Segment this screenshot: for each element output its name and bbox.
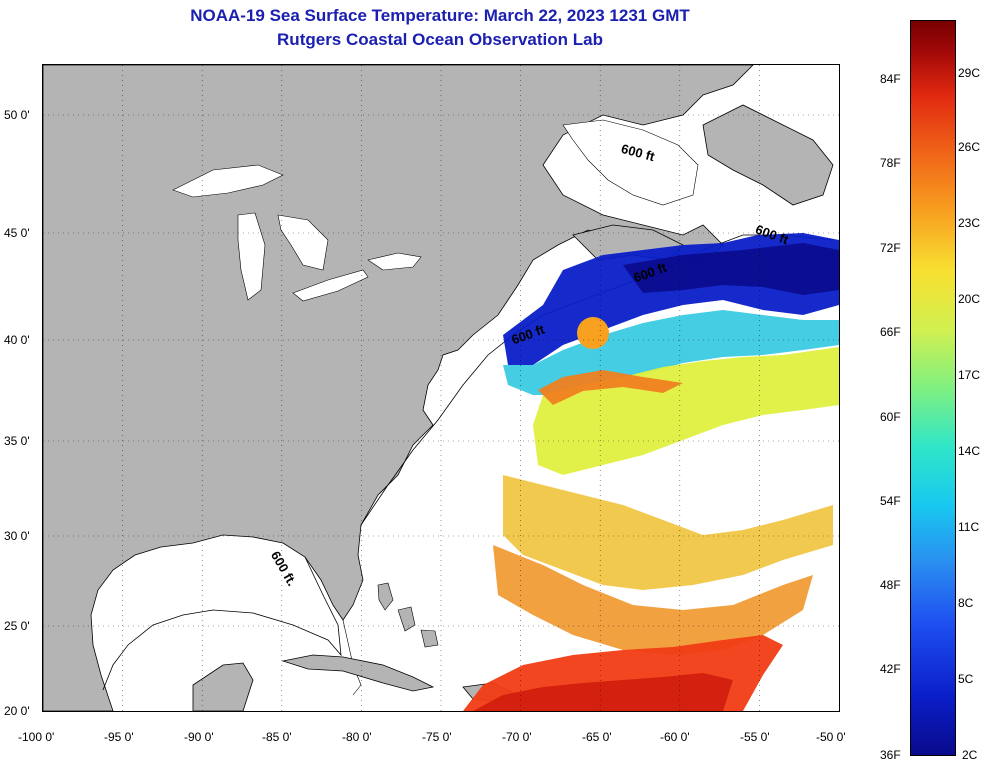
colorbar-f-42: 42F: [880, 662, 901, 676]
map-subtitle: Rutgers Coastal Ocean Observation Lab: [277, 30, 603, 49]
colorbar-f-72: 72F: [880, 241, 901, 255]
colorbar-c-2: 2C: [962, 748, 978, 762]
lat-label-40: 40 0': [4, 333, 30, 347]
map-title: NOAA-19 Sea Surface Temperature: March 2…: [190, 6, 690, 25]
north-america-land: [43, 65, 754, 711]
lat-label-45: 45 0': [4, 226, 30, 240]
colorbar-c-11: 11C: [958, 520, 980, 534]
colorbar-c-23: 23C: [958, 216, 981, 230]
colorbar-f-78: 78F: [880, 156, 901, 170]
cuba-land: [281, 654, 435, 692]
gulf-of-st-lawrence: [562, 119, 699, 206]
lake-huron: [277, 214, 329, 271]
colorbar-c-5: 5C: [958, 672, 974, 686]
lon-label-65: -65 0': [582, 730, 612, 744]
sst-yellow-band: [533, 347, 839, 475]
yucatan-land: [192, 662, 254, 711]
lat-label-20: 20 0': [4, 704, 30, 718]
lon-label-90: -90 0': [184, 730, 214, 744]
sst-deep-cold: [623, 243, 839, 295]
colorbar-c-17: 17C: [958, 368, 981, 382]
lake-erie: [292, 269, 369, 302]
lon-label-50: -50 0': [816, 730, 846, 744]
colorbar-f-66: 66F: [880, 325, 901, 339]
colorbar-f-48: 48F: [880, 578, 901, 592]
sst-orange-streak: [538, 370, 683, 405]
lon-label-95: -95 0': [104, 730, 134, 744]
sst-orange-patches: [493, 545, 813, 655]
colorbar-f-60: 60F: [880, 410, 901, 424]
sst-dark-red: [473, 673, 733, 711]
lon-label-80: -80 0': [342, 730, 372, 744]
gulf-contour: [102, 556, 342, 691]
lon-label-55: -55 0': [740, 730, 770, 744]
colorbar-c-8: 8C: [958, 596, 974, 610]
colorbar-f-54: 54F: [880, 494, 901, 508]
lon-label-100: -100 0': [18, 730, 55, 744]
lon-label-60: -60 0': [660, 730, 690, 744]
sst-mid-patches: [503, 475, 833, 590]
sst-map: 600 ft 600 ft 600 ft 600 ft 600 ft.: [42, 64, 840, 712]
lat-label-25: 25 0': [4, 619, 30, 633]
lake-michigan: [237, 212, 266, 301]
lat-label-30: 30 0': [4, 529, 30, 543]
colorbar-c-29: 29C: [958, 66, 981, 80]
lon-label-75: -75 0': [422, 730, 452, 744]
colorbar-c-26: 26C: [958, 140, 981, 154]
lon-label-85: -85 0': [262, 730, 292, 744]
newfoundland-land: [702, 104, 834, 206]
lake-superior: [172, 164, 284, 198]
sst-warm-eddy: [577, 317, 609, 349]
sst-map-canvas: [43, 65, 839, 711]
lon-label-70: -70 0': [502, 730, 532, 744]
colorbar-c-14: 14C: [958, 444, 981, 458]
lat-label-50: 50 0': [4, 108, 30, 122]
colorbar-f-36: 36F: [880, 748, 901, 762]
lat-label-35: 35 0': [4, 434, 30, 448]
bahamas-land: [377, 582, 439, 648]
colorbar-f-84: 84F: [880, 72, 901, 86]
temperature-colorbar: [910, 20, 956, 756]
lake-ontario: [367, 252, 422, 271]
colorbar-c-20: 20C: [958, 292, 981, 306]
